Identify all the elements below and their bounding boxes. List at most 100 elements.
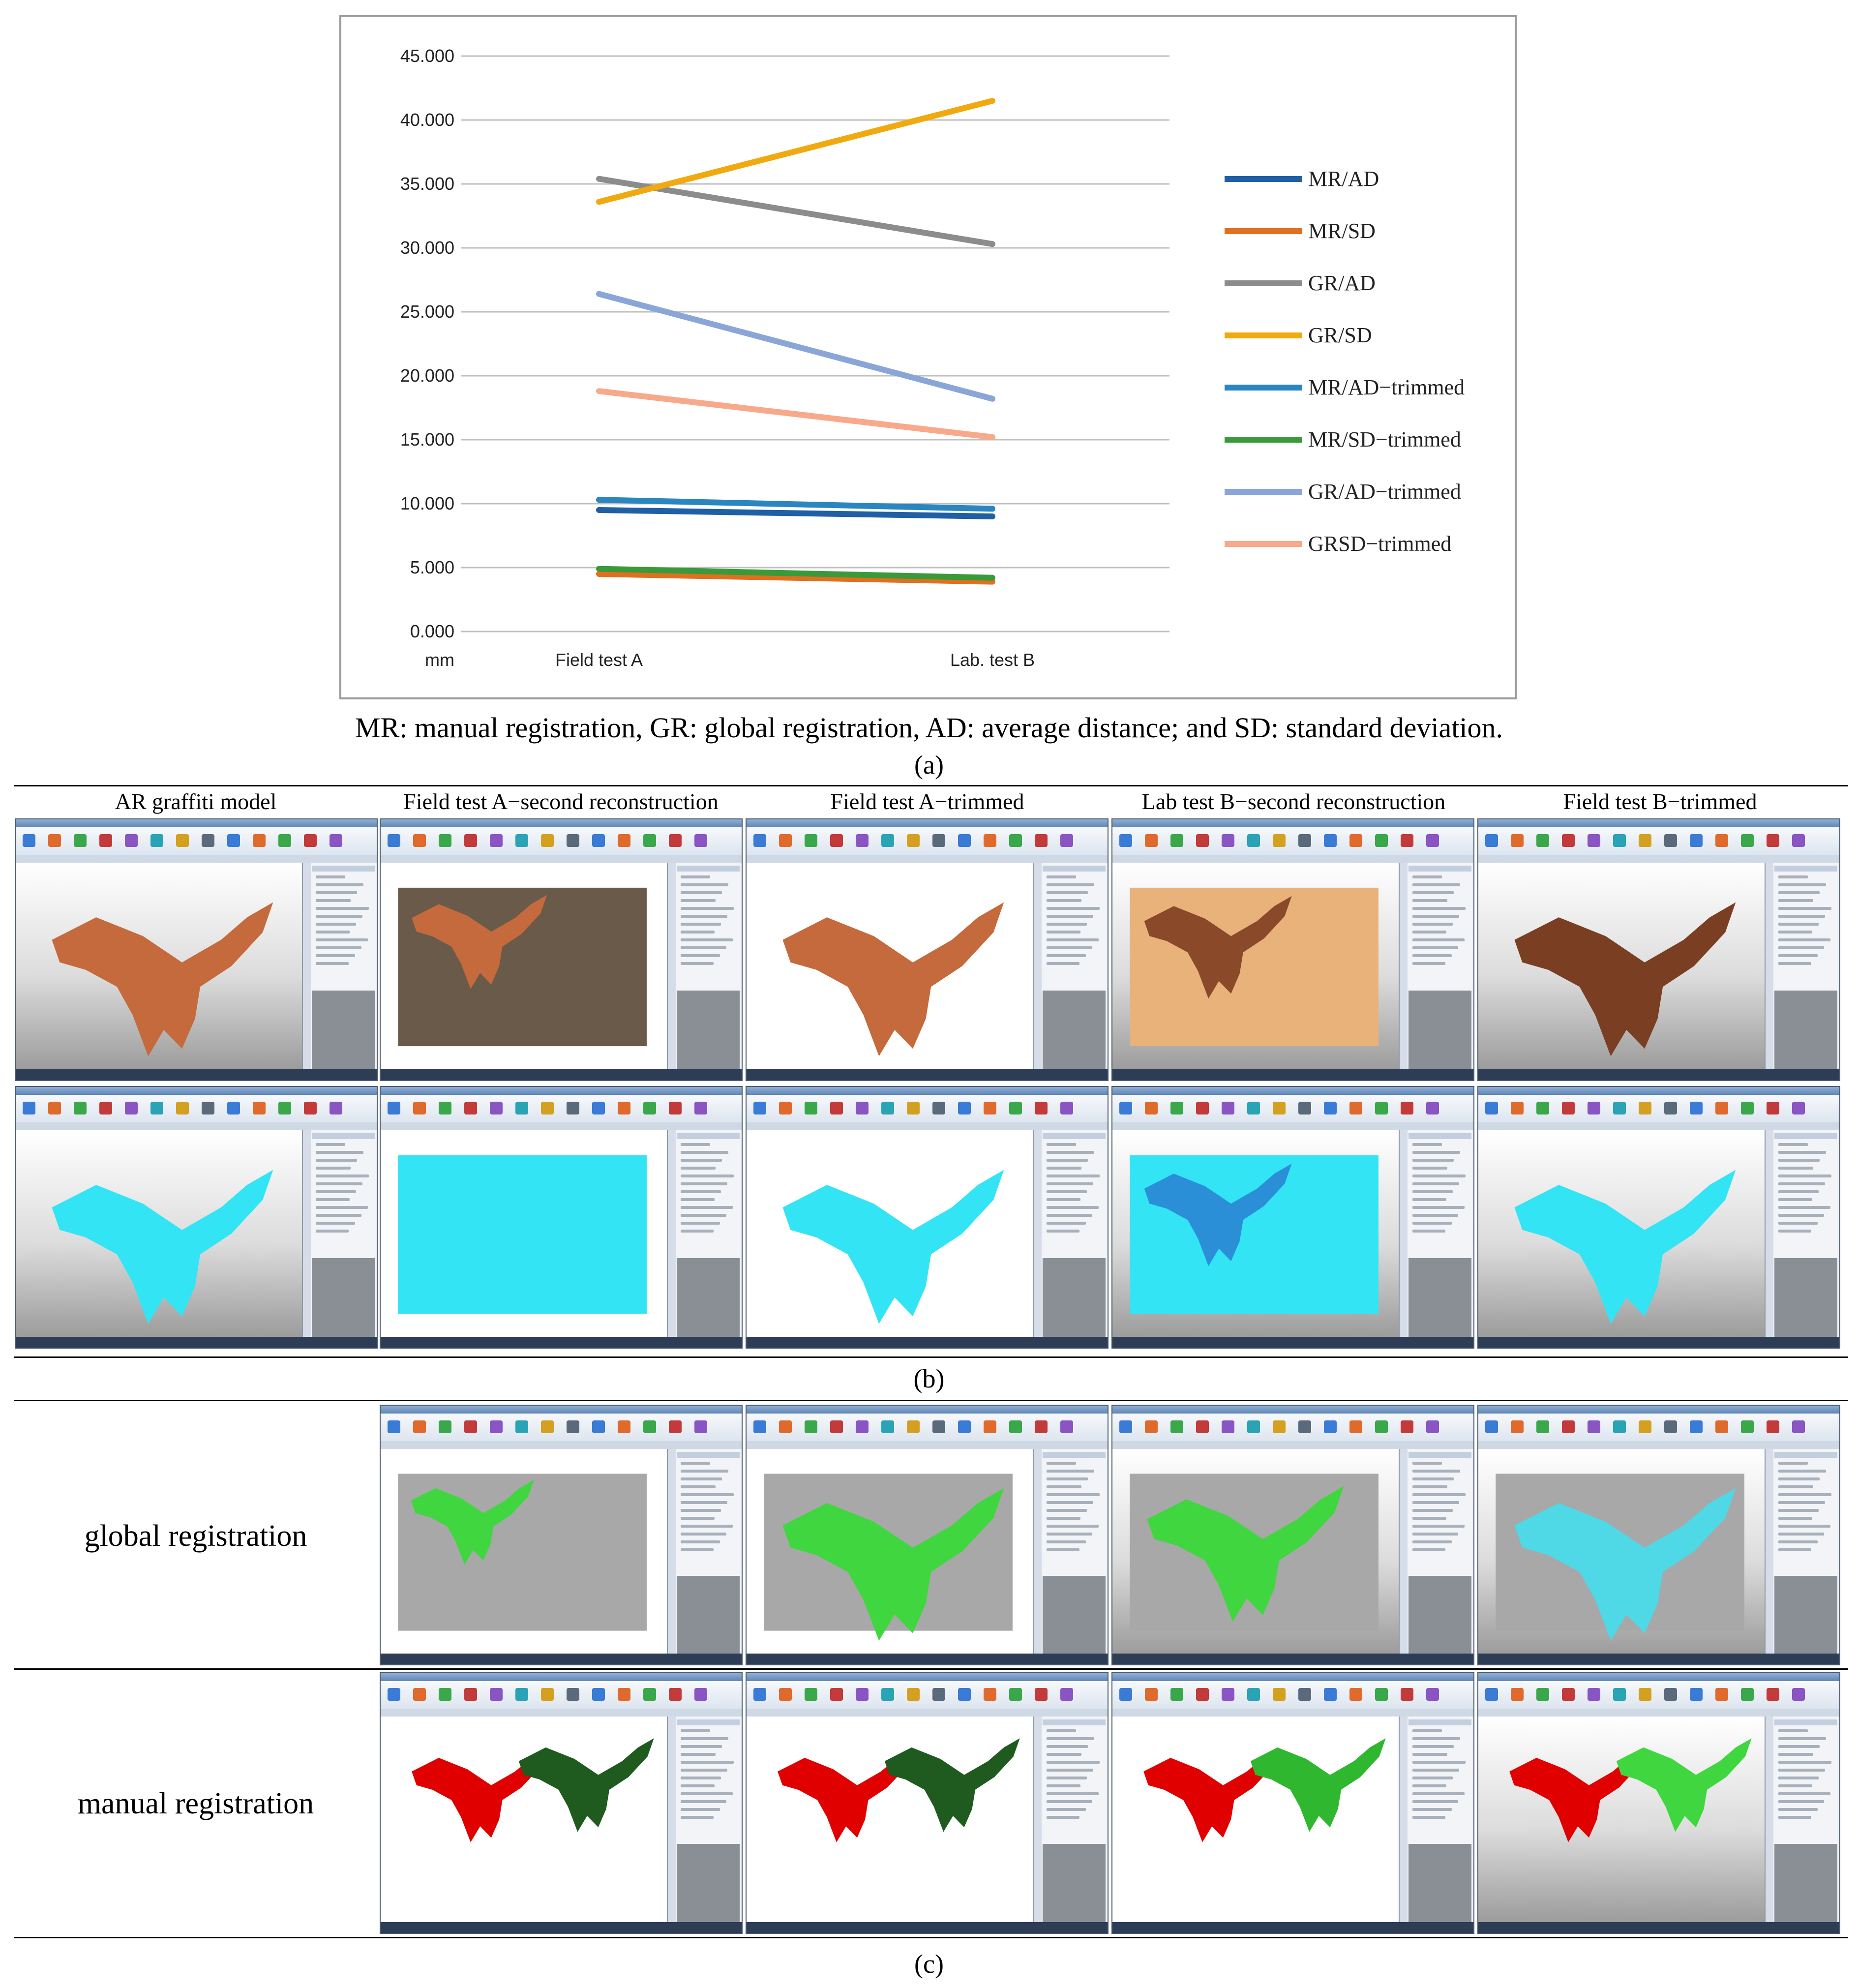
toolbar-icon	[1170, 1688, 1183, 1701]
sidebar-header	[1774, 1452, 1837, 1458]
sidebar-row	[681, 1151, 728, 1154]
toolbar-icon	[1767, 834, 1779, 847]
sidebar-row	[1412, 1808, 1452, 1811]
sidebar-row	[1047, 1470, 1094, 1473]
document-tabs	[747, 1122, 1108, 1130]
status-bar	[1478, 1069, 1839, 1080]
sidebar-header	[1043, 1719, 1106, 1725]
sidebar-row	[1047, 1190, 1087, 1193]
ribbon-toolbar	[1112, 1681, 1473, 1709]
document-tabs	[1478, 1441, 1839, 1449]
toolbar-icon	[1009, 1420, 1022, 1433]
toolbar-icon	[907, 1420, 920, 1433]
screenshot-bottom-4	[1111, 1086, 1474, 1349]
toolbar-icon	[643, 1102, 656, 1114]
sidebar-row	[1412, 1143, 1442, 1146]
toolbar-icon	[515, 1102, 528, 1114]
toolbar-icon	[490, 1102, 503, 1114]
toolbar-icon	[1767, 1102, 1779, 1114]
sidebar-row	[681, 1222, 720, 1225]
status-bar	[747, 1069, 1108, 1080]
screenshot-bottom-1	[15, 1086, 378, 1349]
sidebar-row	[681, 1214, 726, 1217]
sidebar-row	[1778, 1167, 1813, 1170]
sidebar-row	[1412, 1190, 1453, 1193]
sidebar-row	[1778, 1206, 1830, 1209]
toolbar-icon	[1639, 1102, 1651, 1114]
column-header-field-a-second: Field test A−second reconstruction	[403, 789, 719, 814]
toolbar-icon	[439, 1688, 451, 1701]
viewport-render	[782, 902, 1004, 1056]
sidebar-row	[1412, 1769, 1459, 1772]
toolbar-icon	[907, 834, 920, 847]
toolbar-icon	[1613, 1420, 1626, 1433]
sidebar-row	[1412, 1729, 1442, 1732]
toolbar-icon	[567, 834, 579, 847]
sidebar-row	[1778, 1525, 1830, 1528]
sidebar-row	[1778, 938, 1830, 941]
toolbar-icon	[1222, 1420, 1234, 1433]
status-bar	[16, 1337, 377, 1348]
sidebar-row	[1412, 1485, 1447, 1488]
3d-viewport	[1112, 1130, 1400, 1337]
toolbar-icon	[48, 834, 61, 847]
sidebar-row	[1778, 1761, 1831, 1764]
toolbar-icon	[413, 1420, 426, 1433]
toolbar-icon	[1792, 1102, 1805, 1114]
sidebar-row	[1412, 931, 1446, 934]
status-bar	[1112, 1337, 1473, 1348]
toolbar-icon	[125, 834, 138, 847]
toolbar-icon	[779, 1420, 792, 1433]
sidebar-strip	[1034, 1130, 1042, 1337]
toolbar-icon	[1035, 834, 1048, 847]
toolbar-icon	[464, 834, 477, 847]
toolbar-icon	[330, 834, 342, 847]
status-bar	[1478, 1922, 1839, 1933]
window-title-bar	[747, 1087, 1108, 1095]
sidebar-row	[1412, 1222, 1452, 1225]
column-header-lab-b-second: Lab test B−second reconstruction	[1141, 789, 1446, 814]
sidebar-row	[1047, 1477, 1088, 1480]
toolbar-icon	[439, 1420, 451, 1433]
toolbar-icon	[1401, 1102, 1413, 1114]
screenshot-bottom-5	[1477, 1086, 1840, 1349]
toolbar-icon	[304, 1102, 317, 1114]
toolbar-icon	[1324, 1420, 1337, 1433]
toolbar-icon	[413, 834, 426, 847]
toolbar-icon	[202, 1102, 214, 1114]
ribbon-toolbar	[747, 1095, 1108, 1123]
toolbar-icon	[1426, 1688, 1439, 1701]
legend-label: MR/AD	[1308, 167, 1379, 191]
sidebar-row	[1778, 1729, 1808, 1732]
status-bar	[381, 1337, 742, 1348]
graffiti-model	[778, 1748, 913, 1842]
sidebar-row	[1412, 1753, 1447, 1756]
sidebar-panel	[1408, 1575, 1471, 1654]
3d-viewport	[381, 863, 668, 1069]
sidebar-strip	[303, 863, 311, 1069]
series-line	[596, 176, 995, 247]
3d-viewport	[1112, 1449, 1400, 1654]
ribbon-toolbar	[1478, 827, 1839, 855]
series-line	[596, 507, 995, 519]
viewport-render	[1130, 1474, 1379, 1631]
status-bar	[16, 1069, 377, 1080]
document-tabs	[1112, 1122, 1473, 1130]
toolbar-icon	[1170, 1102, 1183, 1114]
toolbar-icon	[805, 1420, 817, 1433]
sidebar-row	[1412, 1182, 1459, 1185]
sidebar-row	[681, 875, 710, 878]
series-line	[596, 98, 995, 205]
reference-model	[518, 1738, 654, 1832]
toolbar-icon	[1009, 1102, 1022, 1114]
sidebar-row	[1047, 1159, 1088, 1162]
sidebar-row	[316, 907, 369, 910]
sidebar-row	[1412, 1745, 1454, 1748]
toolbar-icon	[253, 1102, 266, 1114]
toolbar-icon	[227, 834, 240, 847]
sidebar-row	[681, 915, 727, 918]
toolbar-icon	[1588, 834, 1600, 847]
reference-model	[1250, 1738, 1386, 1832]
sidebar-row	[316, 1143, 345, 1146]
toolbar-icon	[1375, 1102, 1388, 1114]
